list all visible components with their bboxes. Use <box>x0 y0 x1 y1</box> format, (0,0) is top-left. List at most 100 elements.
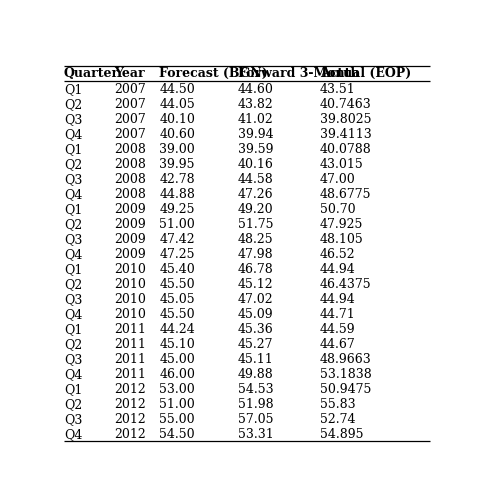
Text: 46.00: 46.00 <box>159 368 195 381</box>
Text: 39.95: 39.95 <box>159 158 195 171</box>
Text: 40.0788: 40.0788 <box>320 143 372 156</box>
Text: 2008: 2008 <box>114 143 147 156</box>
Text: 51.00: 51.00 <box>159 398 195 411</box>
Text: 2010: 2010 <box>114 293 147 306</box>
Text: 48.105: 48.105 <box>320 233 363 246</box>
Text: 2012: 2012 <box>114 398 146 411</box>
Text: 2011: 2011 <box>114 323 147 336</box>
Text: 46.52: 46.52 <box>320 248 356 261</box>
Text: 2008: 2008 <box>114 173 147 186</box>
Text: 2008: 2008 <box>114 188 147 201</box>
Text: Forecast (BGN): Forecast (BGN) <box>159 67 268 80</box>
Text: 51.00: 51.00 <box>159 218 195 231</box>
Text: Q3: Q3 <box>64 173 82 186</box>
Text: 44.67: 44.67 <box>320 338 356 351</box>
Text: 46.4375: 46.4375 <box>320 278 372 291</box>
Text: Q1: Q1 <box>64 383 82 396</box>
Text: 40.7463: 40.7463 <box>320 98 372 111</box>
Text: Q3: Q3 <box>64 113 82 126</box>
Text: 2011: 2011 <box>114 353 147 366</box>
Text: 55.00: 55.00 <box>159 413 195 426</box>
Text: Q4: Q4 <box>64 308 82 321</box>
Text: 44.88: 44.88 <box>159 188 195 201</box>
Text: Q3: Q3 <box>64 293 82 306</box>
Text: 2010: 2010 <box>114 263 147 276</box>
Text: 44.71: 44.71 <box>320 308 356 321</box>
Text: 47.25: 47.25 <box>159 248 195 261</box>
Text: 40.10: 40.10 <box>159 113 195 126</box>
Text: 45.27: 45.27 <box>238 338 273 351</box>
Text: 51.98: 51.98 <box>238 398 273 411</box>
Text: 50.9475: 50.9475 <box>320 383 371 396</box>
Text: Q2: Q2 <box>64 218 82 231</box>
Text: Q4: Q4 <box>64 128 82 141</box>
Text: Q2: Q2 <box>64 278 82 291</box>
Text: Q4: Q4 <box>64 368 82 381</box>
Text: Q1: Q1 <box>64 143 82 156</box>
Text: 51.75: 51.75 <box>238 218 273 231</box>
Text: Actual (EOP): Actual (EOP) <box>320 67 411 80</box>
Text: 2012: 2012 <box>114 428 146 441</box>
Text: 39.8025: 39.8025 <box>320 113 371 126</box>
Text: Q2: Q2 <box>64 398 82 411</box>
Text: Q1: Q1 <box>64 263 82 276</box>
Text: 48.25: 48.25 <box>238 233 273 246</box>
Text: 50.70: 50.70 <box>320 203 356 216</box>
Text: 54.895: 54.895 <box>320 428 363 441</box>
Text: 44.59: 44.59 <box>320 323 356 336</box>
Text: 2010: 2010 <box>114 278 147 291</box>
Text: Q3: Q3 <box>64 353 82 366</box>
Text: 45.00: 45.00 <box>159 353 195 366</box>
Text: Q2: Q2 <box>64 98 82 111</box>
Text: 44.60: 44.60 <box>238 83 274 96</box>
Text: 55.83: 55.83 <box>320 398 356 411</box>
Text: 44.50: 44.50 <box>159 83 195 96</box>
Text: 44.94: 44.94 <box>320 263 356 276</box>
Text: Q4: Q4 <box>64 188 82 201</box>
Text: 45.05: 45.05 <box>159 293 195 306</box>
Text: 47.02: 47.02 <box>238 293 273 306</box>
Text: 47.00: 47.00 <box>320 173 356 186</box>
Text: 54.53: 54.53 <box>238 383 273 396</box>
Text: 2011: 2011 <box>114 368 147 381</box>
Text: 39.94: 39.94 <box>238 128 273 141</box>
Text: 2012: 2012 <box>114 413 146 426</box>
Text: 45.10: 45.10 <box>159 338 195 351</box>
Text: 45.12: 45.12 <box>238 278 273 291</box>
Text: 2009: 2009 <box>114 203 146 216</box>
Text: 54.50: 54.50 <box>159 428 195 441</box>
Text: Q4: Q4 <box>64 248 82 261</box>
Text: Q3: Q3 <box>64 233 82 246</box>
Text: 47.98: 47.98 <box>238 248 273 261</box>
Text: 2010: 2010 <box>114 308 147 321</box>
Text: 2011: 2011 <box>114 338 147 351</box>
Text: 52.74: 52.74 <box>320 413 355 426</box>
Text: 45.40: 45.40 <box>159 263 195 276</box>
Text: 40.16: 40.16 <box>238 158 274 171</box>
Text: 45.50: 45.50 <box>159 308 195 321</box>
Text: 49.25: 49.25 <box>159 203 195 216</box>
Text: 2009: 2009 <box>114 248 146 261</box>
Text: 39.4113: 39.4113 <box>320 128 372 141</box>
Text: Quarter: Quarter <box>64 67 119 80</box>
Text: 2009: 2009 <box>114 233 146 246</box>
Text: Forward 3-Month: Forward 3-Month <box>238 67 359 80</box>
Text: 40.60: 40.60 <box>159 128 195 141</box>
Text: 44.24: 44.24 <box>159 323 195 336</box>
Text: 49.88: 49.88 <box>238 368 273 381</box>
Text: 45.36: 45.36 <box>238 323 273 336</box>
Text: 53.1838: 53.1838 <box>320 368 372 381</box>
Text: 45.50: 45.50 <box>159 278 195 291</box>
Text: 2007: 2007 <box>114 98 146 111</box>
Text: 2009: 2009 <box>114 218 146 231</box>
Text: Q4: Q4 <box>64 428 82 441</box>
Text: Q3: Q3 <box>64 413 82 426</box>
Text: 48.6775: 48.6775 <box>320 188 371 201</box>
Text: 39.00: 39.00 <box>159 143 195 156</box>
Text: 41.02: 41.02 <box>238 113 273 126</box>
Text: 45.09: 45.09 <box>238 308 273 321</box>
Text: Q1: Q1 <box>64 203 82 216</box>
Text: Q1: Q1 <box>64 323 82 336</box>
Text: 2007: 2007 <box>114 128 146 141</box>
Text: 43.82: 43.82 <box>238 98 273 111</box>
